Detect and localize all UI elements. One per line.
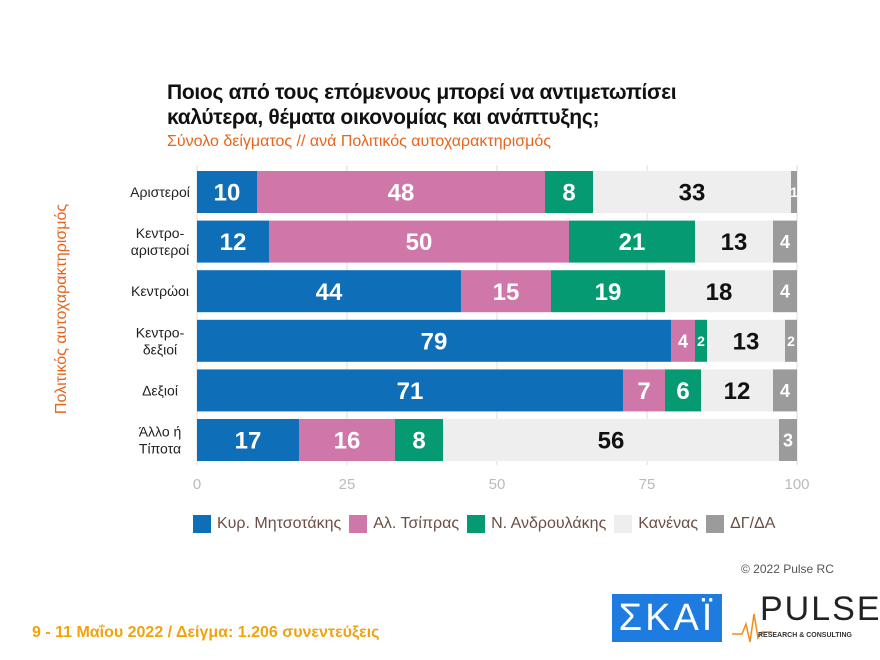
bar-segment: [257, 171, 545, 213]
category-label: Κεντρο-: [136, 225, 185, 241]
category-label: Κεντρο-: [136, 324, 185, 340]
bar-segment: [461, 270, 551, 313]
bar-segment: [269, 220, 569, 263]
data-label: 71: [397, 378, 424, 405]
data-label: 17: [235, 428, 262, 455]
bar-segment: [197, 419, 299, 461]
bar-segment: [623, 369, 665, 412]
legend-label: ΔΓ/ΔΑ: [730, 515, 776, 532]
data-label: 44: [316, 279, 343, 306]
bar-segment: [707, 319, 785, 362]
data-label: 4: [678, 331, 688, 351]
data-label: 10: [214, 180, 241, 207]
legend: Κυρ. Μητσοτάκης Αλ. Τσίπρας Ν. Ανδρουλάκης…: [193, 515, 775, 533]
bar-segment: [695, 319, 707, 362]
x-tick-label: 100: [784, 476, 809, 493]
data-label: 19: [595, 279, 622, 306]
bar-segment: [197, 270, 461, 313]
bar-segment: [197, 369, 623, 412]
data-label: 13: [733, 328, 760, 355]
bar-segment: [197, 171, 257, 213]
bar-segment: [695, 220, 773, 263]
copyright: © 2022 Pulse RC: [741, 562, 834, 576]
legend-swatch: [614, 515, 633, 533]
footer-note: 9 - 11 Μαΐου 2022 / Δείγμα: 1.206 συνεντ…: [32, 624, 380, 641]
data-label: 13: [721, 229, 748, 256]
data-label: 8: [412, 428, 425, 455]
legend-item: Κανένας: [614, 515, 698, 533]
bar-segment: [671, 319, 695, 362]
bar-segment: [299, 419, 395, 461]
legend-swatch: [706, 515, 725, 533]
legend-swatch: [467, 515, 486, 533]
bar-segment: [773, 270, 797, 313]
bar-segment: [551, 270, 665, 313]
bar-segment: [785, 319, 797, 362]
legend-item: Αλ. Τσίπρας: [349, 515, 459, 533]
legend-label: Ν. Ανδρουλάκης: [491, 515, 607, 532]
data-label: 4: [780, 232, 790, 252]
bar-segment: [701, 369, 773, 412]
data-label: 16: [334, 428, 361, 455]
data-label: 12: [220, 229, 247, 256]
data-label: 6: [676, 378, 689, 405]
data-label: 21: [619, 229, 646, 256]
data-label: 3: [783, 430, 793, 450]
bar-segment: [773, 369, 797, 412]
legend-item: ΔΓ/ΔΑ: [706, 515, 775, 533]
bar-segment: [665, 369, 701, 412]
chart-title: Ποιος από τους επόμενους μπορεί να αντιμ…: [167, 81, 677, 129]
bar-segment: [779, 419, 797, 461]
x-tick-label: 25: [339, 476, 356, 493]
data-label: 50: [406, 229, 433, 256]
x-tick-label: 0: [193, 476, 201, 493]
data-label: 2: [697, 333, 705, 349]
category-label: Τίποτα: [139, 441, 181, 457]
legend-item: Ν. Ανδρουλάκης: [467, 515, 606, 533]
category-label: αριστεροί: [131, 242, 189, 258]
bar-segment: [665, 270, 773, 313]
legend-label: Κυρ. Μητσοτάκης: [217, 515, 342, 532]
data-label: 18: [706, 279, 733, 306]
category-label: Κεντρώοι: [131, 283, 189, 299]
legend-swatch: [349, 515, 368, 533]
bar-segment: [443, 419, 779, 461]
chart-subtitle: Σύνολο δείγματος // ανά Πολιτικός αυτοχα…: [167, 133, 551, 150]
data-label: 8: [562, 180, 575, 207]
bar-segment: [395, 419, 443, 461]
data-label: 1: [790, 184, 798, 200]
pulse-logo: PULSE RESEARCH & CONSULTING: [732, 590, 880, 644]
data-label: 79: [421, 328, 448, 355]
x-tick-label: 75: [639, 476, 656, 493]
bar-segment: [569, 220, 695, 263]
category-label: Άλλο ή: [139, 424, 182, 440]
bar-segment: [773, 220, 797, 263]
category-label: Δεξιοί: [142, 382, 178, 398]
data-label: 4: [780, 282, 790, 302]
x-tick-label: 50: [489, 476, 506, 493]
data-label: 2: [787, 333, 795, 349]
data-label: 4: [780, 381, 790, 401]
data-label: 7: [637, 378, 650, 405]
data-label: 56: [598, 428, 625, 455]
legend-swatch: [193, 515, 211, 533]
bar-segment: [197, 319, 671, 362]
bar-segment: [197, 220, 269, 263]
data-label: 12: [724, 378, 751, 405]
legend-label: Αλ. Τσίπρας: [373, 515, 460, 532]
bar-segment: [545, 171, 593, 213]
bar-segment: [593, 171, 791, 213]
skai-logo: ΣΚΑΪ: [612, 594, 722, 642]
category-label: Αριστεροί: [130, 184, 190, 200]
category-label: δεξιοί: [143, 341, 177, 357]
bar-segment: [791, 171, 797, 213]
legend-item: Κυρ. Μητσοτάκης: [193, 515, 341, 533]
data-label: 15: [493, 279, 520, 306]
legend-label: Κανένας: [638, 515, 699, 532]
data-label: 48: [388, 180, 415, 207]
data-label: 33: [679, 180, 706, 207]
